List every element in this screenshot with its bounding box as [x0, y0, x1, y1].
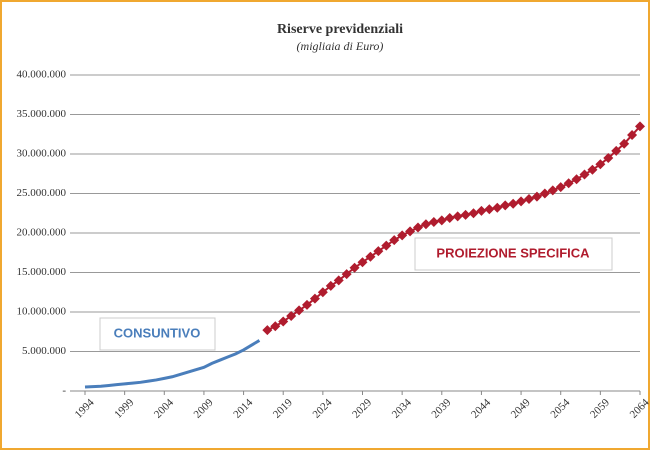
marker [420, 219, 431, 230]
marker [587, 164, 598, 175]
marker [389, 235, 400, 246]
y-tick-label: 25.000.000 [17, 187, 67, 199]
marker [428, 216, 439, 227]
marker [484, 204, 495, 215]
marker [452, 211, 463, 222]
marker [619, 138, 630, 149]
marker [405, 226, 416, 237]
marker [500, 200, 511, 211]
marker [270, 321, 281, 332]
marker [317, 287, 328, 298]
chart-title: Riserve previdenziali [277, 22, 403, 37]
marker [309, 293, 320, 304]
marker [278, 316, 289, 327]
marker [333, 275, 344, 286]
marker [603, 152, 614, 163]
marker [627, 130, 638, 141]
chart-subtitle: (migliaia di Euro) [297, 39, 384, 53]
marker [524, 194, 534, 205]
marker [373, 246, 384, 257]
marker [555, 182, 566, 193]
marker [357, 257, 368, 268]
marker [635, 121, 645, 132]
y-tick-label: 10.000.000 [17, 306, 67, 318]
y-tick-label: 30.000.000 [17, 148, 67, 160]
marker [516, 196, 527, 207]
marker [262, 325, 273, 336]
marker [286, 310, 297, 321]
marker [595, 159, 606, 170]
marker [325, 280, 336, 291]
marker [476, 205, 487, 216]
marker [444, 212, 455, 223]
y-tick-label: 5.000.000 [22, 345, 67, 357]
marker [508, 198, 519, 209]
marker [436, 215, 447, 226]
y-tick-label: 15.000.000 [17, 266, 67, 278]
annotation: CONSUNTIVO [114, 325, 201, 340]
annotation-box [99, 317, 216, 351]
y-tick-label: 35.000.000 [17, 108, 67, 120]
marker [563, 178, 574, 189]
marker [531, 191, 542, 202]
marker [571, 174, 582, 185]
marker [302, 299, 312, 310]
annotation-box [414, 237, 613, 271]
marker [381, 240, 392, 251]
y-tick-label: - [62, 385, 66, 397]
y-tick-label: 20.000.000 [17, 227, 67, 239]
marker [365, 251, 376, 262]
marker [611, 145, 622, 156]
marker [492, 202, 503, 213]
annotation: PROIEZIONE SPECIFICA [436, 245, 590, 260]
marker [294, 305, 305, 316]
series-line [84, 339, 261, 389]
marker [397, 230, 408, 241]
marker [579, 169, 590, 180]
y-tick-label: 40.000.000 [17, 69, 67, 81]
marker [468, 208, 479, 219]
marker [539, 188, 550, 199]
marker [413, 222, 423, 233]
marker [460, 209, 471, 220]
marker [341, 269, 352, 280]
marker [547, 185, 558, 196]
marker [349, 262, 360, 273]
